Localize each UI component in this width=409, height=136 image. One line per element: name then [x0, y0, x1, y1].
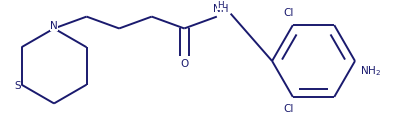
Text: O: O [180, 59, 188, 69]
Text: N: N [50, 21, 58, 31]
Text: Cl: Cl [283, 104, 293, 114]
Text: NH: NH [213, 4, 228, 14]
Text: H: H [217, 1, 224, 10]
Text: NH$_2$: NH$_2$ [360, 64, 380, 78]
Text: S: S [14, 81, 21, 91]
Text: Cl: Cl [283, 8, 293, 18]
